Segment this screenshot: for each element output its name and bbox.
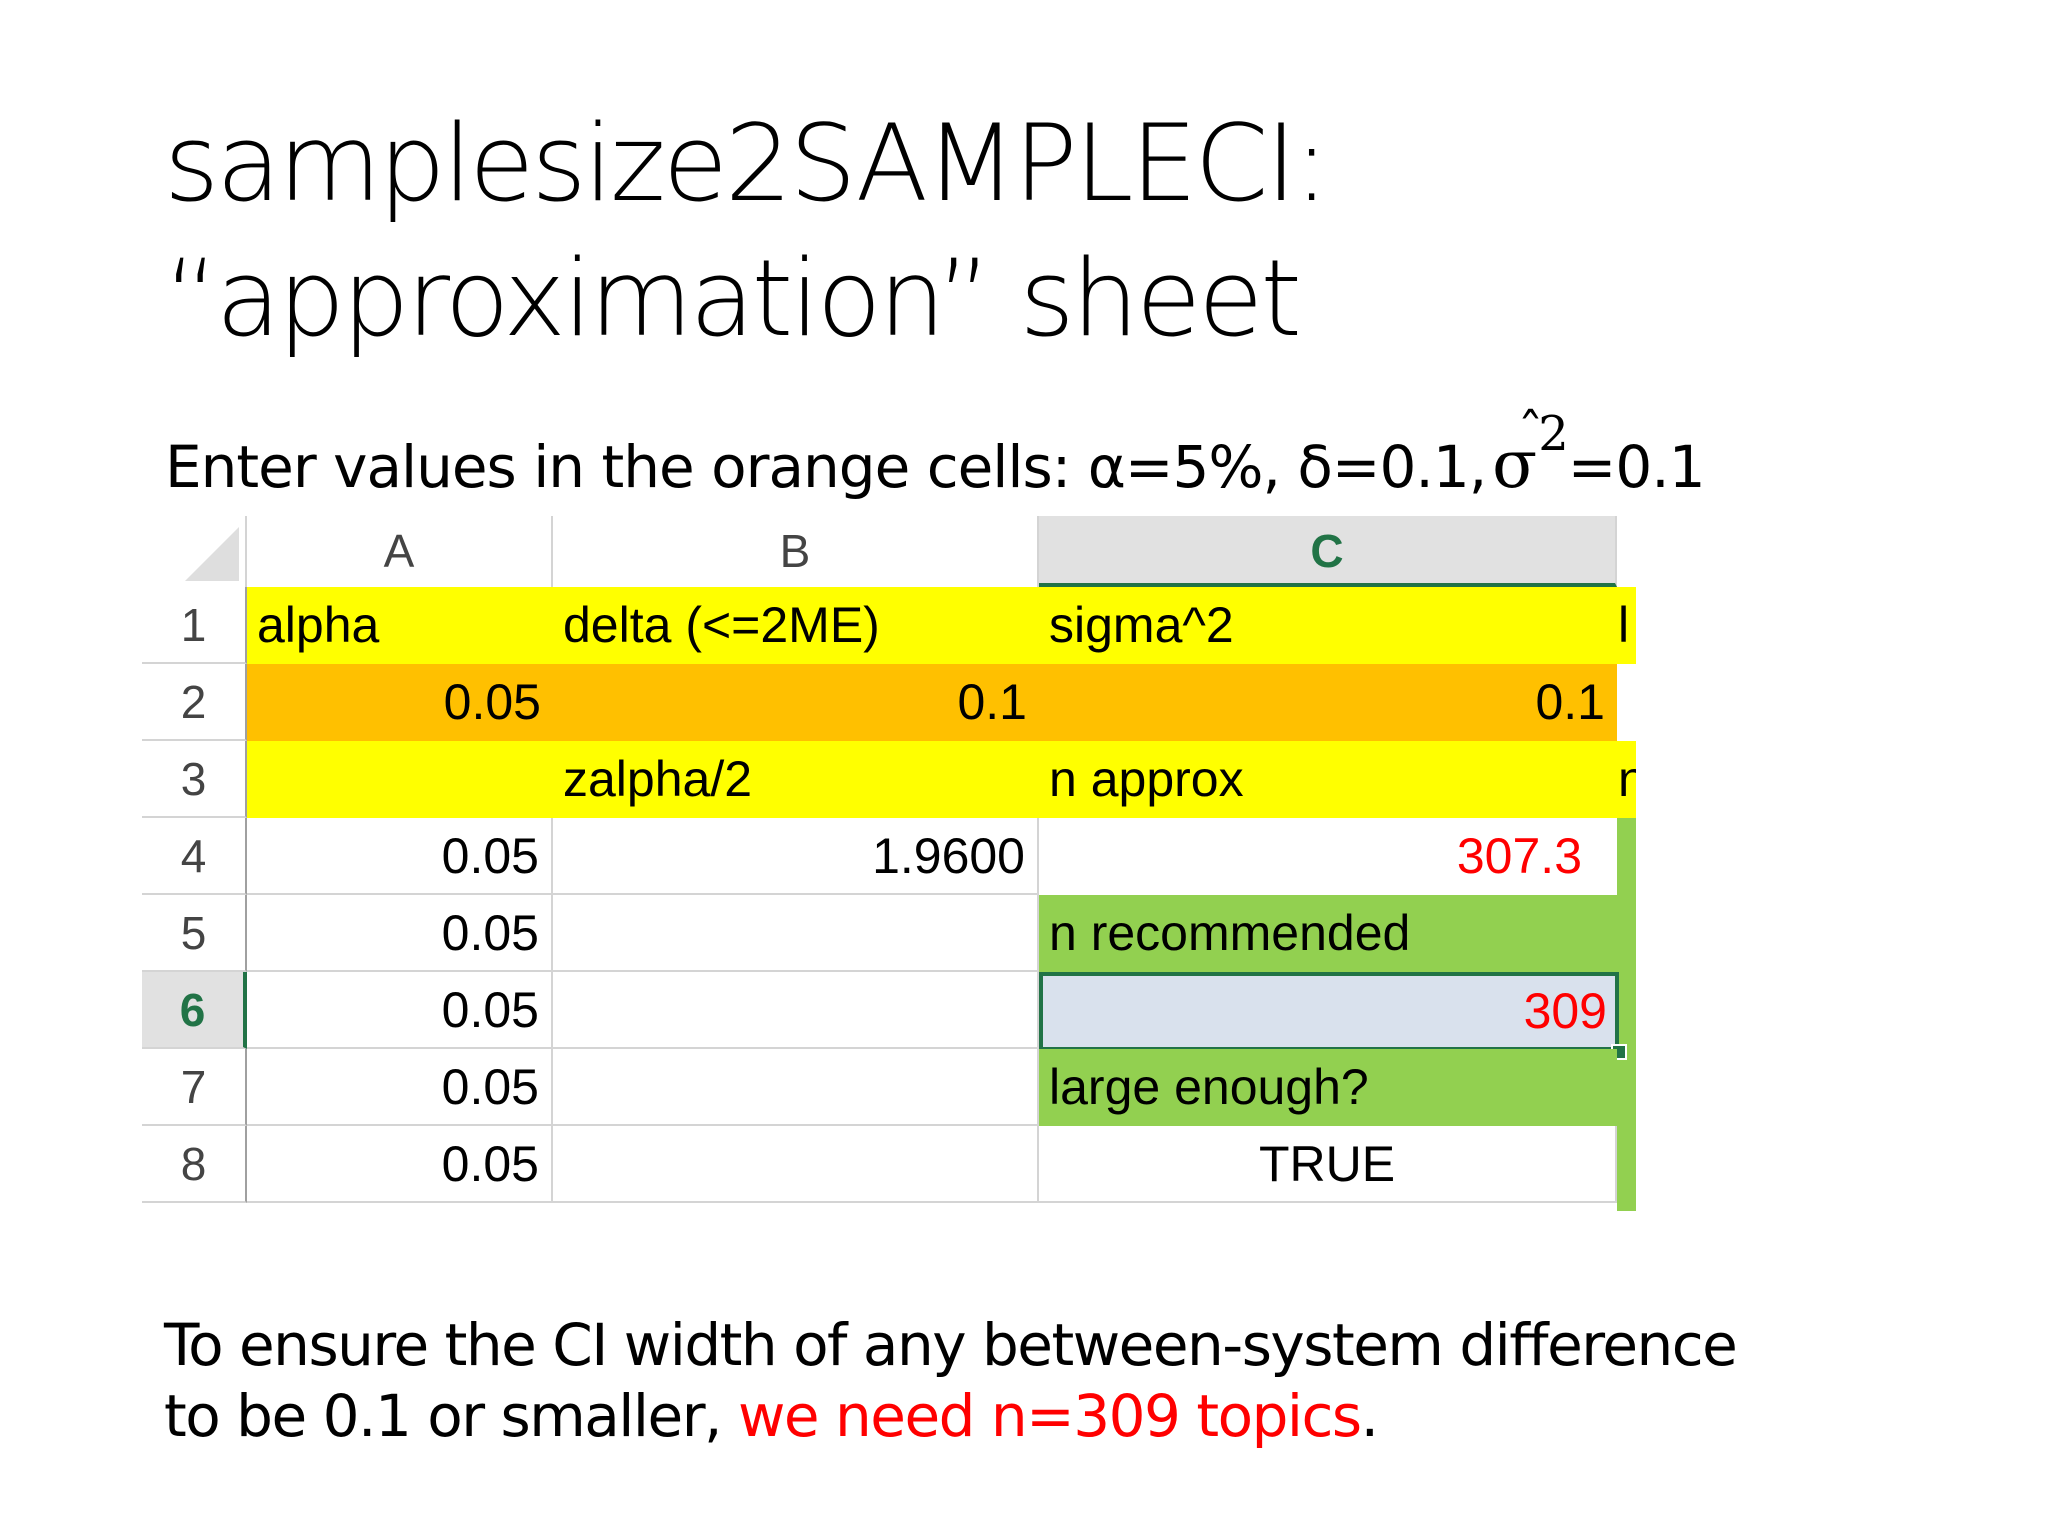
cell-d1[interactable]: l: [1617, 587, 1636, 664]
cell-a8[interactable]: 0.05: [247, 1126, 553, 1203]
cell-a4[interactable]: 0.05: [247, 818, 553, 895]
cell-a5[interactable]: 0.05: [247, 895, 553, 972]
cell-d1-text: l: [1618, 597, 1630, 653]
row-header-3[interactable]: 3: [142, 741, 247, 818]
sigma-glyph: σ: [1492, 426, 1537, 503]
slide-title-line-2: “approximation” sheet: [164, 237, 1302, 360]
cell-b4[interactable]: 1.9600: [553, 818, 1039, 895]
cell-a1[interactable]: alpha: [247, 587, 553, 664]
sigma-exponent: 2: [1538, 406, 1569, 462]
cell-d3[interactable]: n: [1617, 741, 1636, 818]
cell-b5[interactable]: [553, 895, 1039, 972]
cell-b2-delta-input[interactable]: 0.1: [553, 664, 1039, 741]
row-header-1[interactable]: 1: [142, 587, 247, 664]
cell-c1[interactable]: sigma^2: [1039, 587, 1617, 664]
cell-b1[interactable]: delta (<=2ME): [553, 587, 1039, 664]
cell-a6[interactable]: 0.05: [247, 972, 553, 1049]
row-header-5[interactable]: 5: [142, 895, 247, 972]
column-header-a[interactable]: A: [247, 516, 553, 587]
sigma-value: =0.1: [1567, 433, 1706, 501]
select-all-corner[interactable]: [142, 516, 247, 587]
cell-a2-alpha-input[interactable]: 0.05: [247, 664, 553, 741]
instructions: Enter values in the orange cells: α=5%, …: [165, 404, 1706, 507]
cell-c6-n-recommended[interactable]: 309: [1039, 972, 1619, 1051]
row-header-6[interactable]: 6: [142, 972, 247, 1049]
column-header-c[interactable]: C: [1039, 516, 1617, 587]
hat-accent: ˆ: [1517, 404, 1543, 464]
row-header-7[interactable]: 7: [142, 1049, 247, 1126]
instructions-text: Enter values in the orange cells: α=5%, …: [165, 433, 1487, 501]
row-header-4[interactable]: 4: [142, 818, 247, 895]
cell-c7[interactable]: large enough?: [1039, 1049, 1617, 1126]
slide-title-line-1: samplesize2SAMPLECI:: [164, 102, 1330, 225]
conclusion-text: To ensure the CI width of any between-sy…: [164, 1310, 1738, 1452]
column-header-b[interactable]: B: [553, 516, 1039, 587]
cell-c5[interactable]: n recommended: [1039, 895, 1617, 972]
cell-d3-text: n: [1618, 751, 1636, 807]
conclusion-line-2: to be 0.1 or smaller, we need n=309 topi…: [164, 1381, 1736, 1452]
conclusion-line-1: To ensure the CI width of any between-sy…: [164, 1311, 1738, 1379]
cell-b7[interactable]: [553, 1049, 1039, 1126]
cell-c4-n-approx[interactable]: 307.3: [1039, 818, 1617, 895]
cell-a7[interactable]: 0.05: [247, 1049, 553, 1126]
row-header-2[interactable]: 2: [142, 664, 247, 741]
cell-b3[interactable]: zalpha/2: [553, 741, 1039, 818]
conclusion-highlight: we need n=309 topics: [737, 1382, 1362, 1450]
cell-b6[interactable]: [553, 972, 1039, 1049]
cell-c3[interactable]: n approx: [1039, 741, 1617, 818]
cell-c8-large-enough[interactable]: TRUE: [1039, 1126, 1617, 1203]
sigma-hat-squared-symbol: ˆ σ2: [1492, 404, 1569, 505]
select-all-triangle-icon: [185, 527, 239, 581]
row-header-8[interactable]: 8: [142, 1126, 247, 1203]
conclusion-line-2-prefix: to be 0.1 or smaller,: [164, 1382, 738, 1450]
cell-c2-sigma-input[interactable]: 0.1: [1039, 664, 1617, 741]
cell-a3[interactable]: [247, 741, 553, 818]
slide-title: samplesize2SAMPLECI: “approximation” she…: [164, 96, 1330, 366]
cell-b8[interactable]: [553, 1126, 1039, 1203]
conclusion-line-2-suffix: .: [1360, 1382, 1379, 1450]
column-d-green-strip[interactable]: [1617, 818, 1636, 1211]
